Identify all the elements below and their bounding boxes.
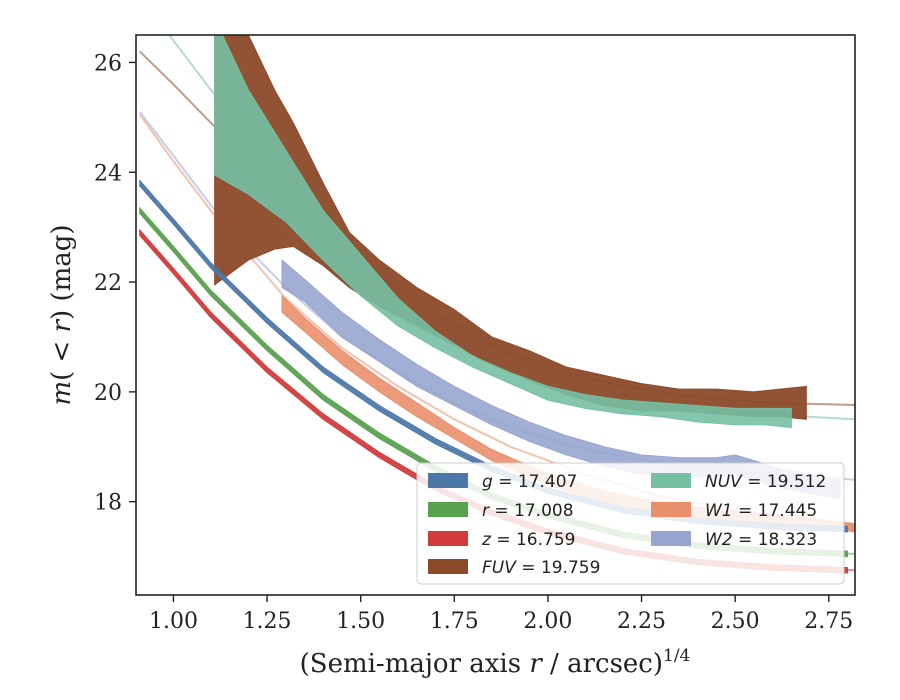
x-tick-label: 1.25	[243, 609, 292, 634]
legend-label-z: z = 16.759	[481, 530, 575, 550]
legend-box	[416, 462, 845, 585]
y-axis-ticks: 18 20 22 24 26	[94, 51, 136, 516]
y-tick-label: 18	[94, 491, 122, 516]
legend-swatch-w2	[651, 531, 691, 546]
x-tick-label: 2.75	[804, 609, 853, 634]
y-tick-label: 20	[94, 381, 122, 406]
legend-label-r: r = 17.008	[482, 501, 574, 521]
legend-label-w2: W2 = 18.323	[705, 530, 817, 550]
legend-swatch-w1	[651, 502, 691, 517]
legend-swatch-fuv	[428, 559, 468, 574]
x-axis-label: (Semi-major axis r / arcsec)1/4	[300, 646, 691, 679]
y-tick-label: 22	[94, 271, 122, 296]
band-nuv	[214, 35, 792, 429]
x-tick-label: 2.00	[523, 609, 572, 634]
x-tick-label: 2.50	[711, 609, 760, 634]
legend-label-g: g = 17.407	[482, 472, 577, 492]
legend: g = 17.407 r = 17.008 z = 16.759 FUV = 19.7…	[416, 462, 845, 585]
band-r	[139, 206, 849, 558]
legend-swatch-g	[428, 473, 468, 488]
plot-frame	[135, 34, 856, 596]
y-tick-label: 26	[94, 51, 122, 76]
x-tick-label: 1.50	[336, 609, 385, 634]
y-axis-label: m( < r) (mag)	[47, 224, 77, 405]
legend-label-nuv: NUV = 19.512	[705, 472, 826, 492]
legend-swatch-nuv	[651, 473, 691, 488]
x-tick-label: 1.00	[149, 609, 198, 634]
legend-swatch-r	[428, 502, 468, 517]
band-g	[139, 179, 849, 533]
x-tick-label: 2.25	[617, 609, 666, 634]
legend-label-fuv: FUV = 19.759	[482, 558, 600, 578]
legend-label-w1: W1 = 17.445	[705, 501, 817, 521]
legend-swatch-z	[428, 531, 468, 546]
y-tick-label: 24	[94, 161, 122, 186]
x-axis-ticks: 1.00 1.25 1.50 1.75 2.00 2.25 2.50 2.75	[149, 595, 853, 634]
x-tick-label: 1.75	[430, 609, 479, 634]
band-z	[139, 228, 849, 574]
